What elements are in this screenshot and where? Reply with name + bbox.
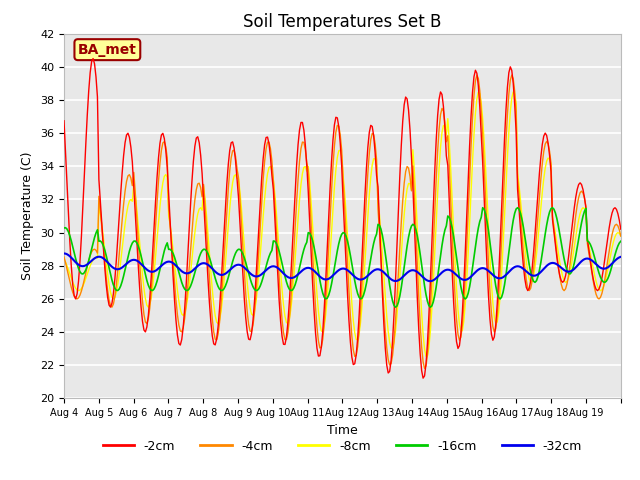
X-axis label: Time: Time [327, 424, 358, 437]
Legend: -2cm, -4cm, -8cm, -16cm, -32cm: -2cm, -4cm, -8cm, -16cm, -32cm [97, 435, 588, 458]
Text: BA_met: BA_met [78, 43, 137, 57]
Title: Soil Temperatures Set B: Soil Temperatures Set B [243, 12, 442, 31]
Y-axis label: Soil Temperature (C): Soil Temperature (C) [22, 152, 35, 280]
